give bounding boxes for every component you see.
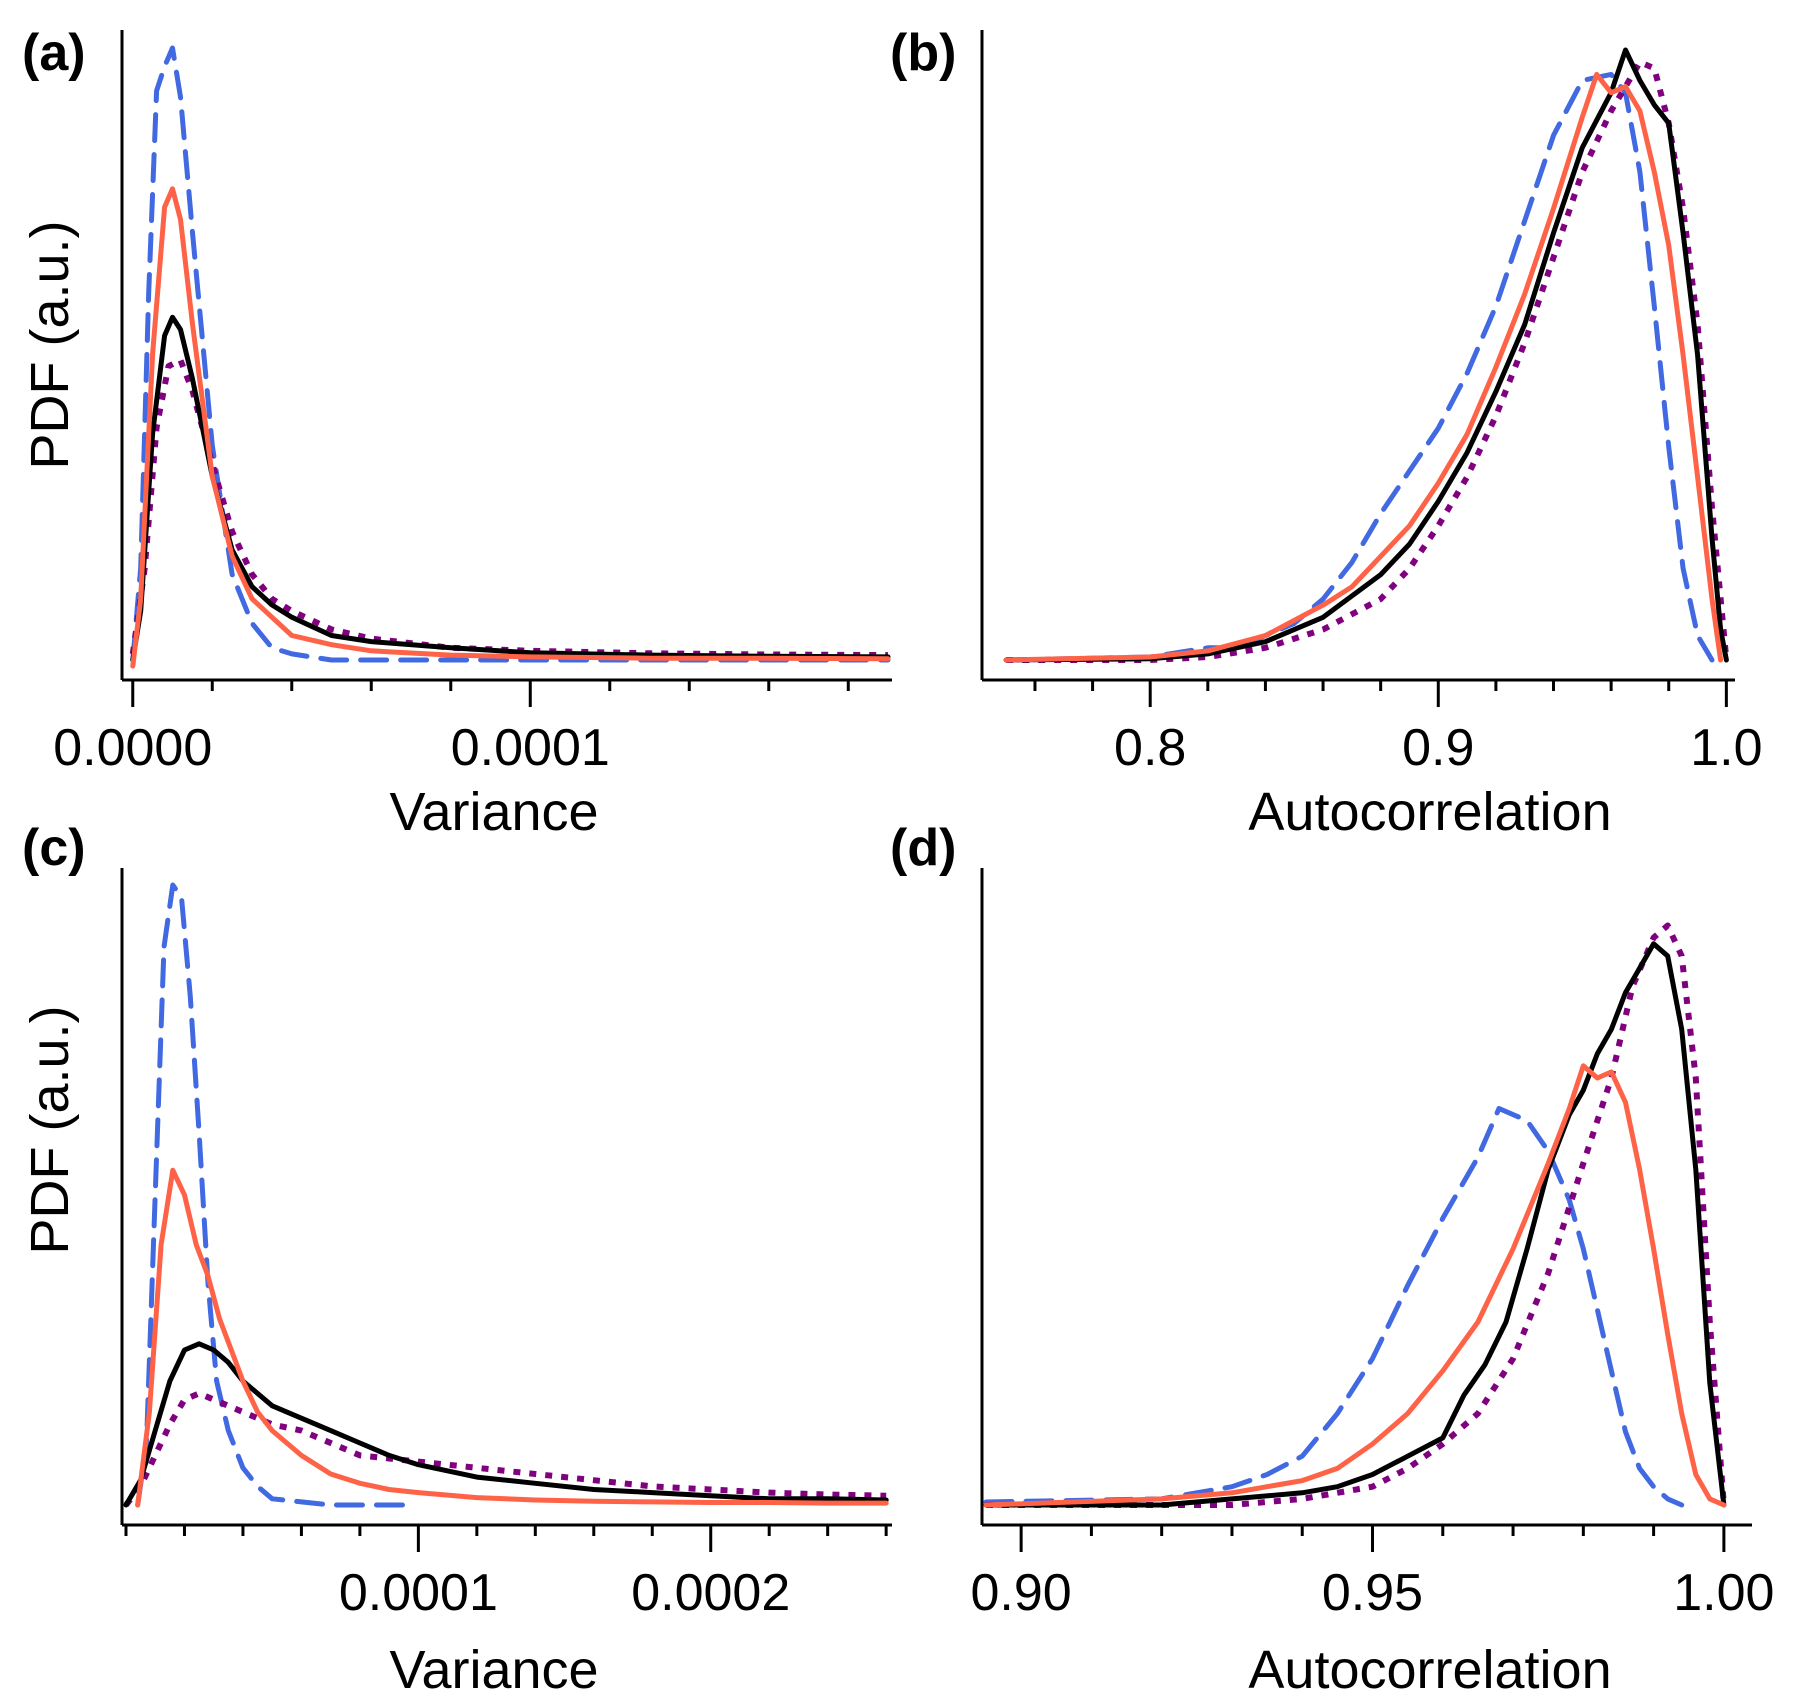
- series-black-solid: [130, 314, 891, 663]
- panel-label-a: (a): [22, 24, 86, 82]
- x-tick-label: 0.9: [1402, 719, 1474, 777]
- series-blue-dashed: [1003, 71, 1715, 663]
- series-black-solid: [1003, 47, 1729, 663]
- x-tick-label: 0.8: [1114, 719, 1186, 777]
- y-axis-label-c: PDF (a.u.): [20, 1005, 80, 1254]
- x-axis-label-b: Autocorrelation: [1248, 782, 1611, 842]
- x-tick-label: 0.0000: [53, 719, 212, 777]
- series-blue-dashed: [983, 1106, 1685, 1508]
- series-black-solid: [983, 941, 1727, 1508]
- series-purple-dotted: [123, 1390, 887, 1507]
- series-red-solid: [1003, 71, 1724, 663]
- series-blue-dashed: [135, 882, 407, 1508]
- panel-label-c: (c): [22, 819, 86, 877]
- panel-label-b: (b): [890, 24, 956, 82]
- x-tick-label: 0.90: [971, 1564, 1072, 1622]
- panel-b: (b) Autocorrelation 0.8 0.9 1.0: [890, 24, 1763, 842]
- series-blue-dashed: [130, 45, 891, 663]
- x-tick-label: 1.00: [1673, 1564, 1774, 1622]
- panel-d: (d) Autocorrelation 0.90 0.95 1.00: [890, 819, 1774, 1698]
- series-red-solid: [130, 186, 891, 669]
- panel-a: (a) PDF (a.u.) Variance 0.0000 0.0001: [20, 24, 892, 842]
- x-tick-label: 0.95: [1322, 1564, 1423, 1622]
- x-axis-label-c: Variance: [389, 1640, 598, 1698]
- x-axis-label-d: Autocorrelation: [1248, 1640, 1611, 1698]
- series-red-solid: [135, 1167, 889, 1508]
- panel-c: (c) PDF (a.u.) Variance 0.0001 0.0002: [20, 819, 892, 1698]
- series-purple-dotted: [986, 922, 1727, 1508]
- x-tick-label: 1.0: [1690, 719, 1762, 777]
- y-axis-label-a: PDF (a.u.): [20, 220, 80, 469]
- x-tick-label: 0.0001: [339, 1564, 498, 1622]
- series-red-solid: [983, 1063, 1727, 1508]
- series-purple-dotted: [1006, 59, 1730, 663]
- series-black-solid: [123, 1341, 889, 1508]
- panel-label-d: (d): [890, 819, 956, 877]
- x-tick-label: 0.0002: [631, 1564, 790, 1622]
- x-tick-label: 0.0001: [451, 719, 610, 777]
- x-axis-label-a: Variance: [389, 782, 598, 842]
